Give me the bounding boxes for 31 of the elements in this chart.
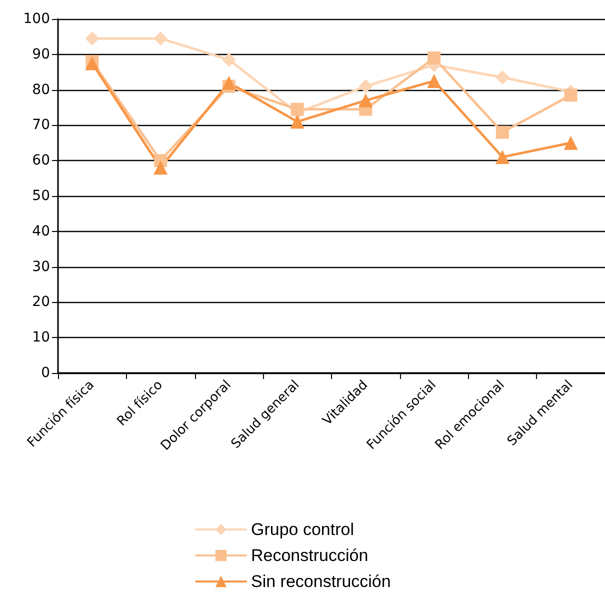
y-tick-label: 40 (32, 223, 50, 240)
y-tick-label: 100 (23, 11, 50, 27)
y-tick-label: 90 (32, 46, 50, 62)
point (427, 74, 442, 88)
point (495, 150, 510, 164)
legend-label: Grupo control (251, 520, 354, 539)
y-tick-label: 80 (32, 82, 50, 98)
point (154, 31, 168, 46)
legend-label: Sin reconstrucción (251, 572, 391, 591)
y-tick-label: 70 (32, 117, 50, 134)
point (428, 51, 441, 64)
point (222, 52, 236, 67)
point (85, 56, 100, 70)
point (290, 102, 304, 116)
y-tick-label: 20 (32, 294, 50, 310)
point (564, 136, 578, 150)
point (496, 126, 509, 139)
point (358, 79, 373, 94)
point (358, 93, 373, 108)
y-tick-label: 60 (32, 152, 50, 169)
point (154, 160, 168, 175)
y-tick-label: 10 (32, 330, 50, 346)
point (290, 114, 304, 129)
point (222, 76, 236, 90)
y-tick-label: 0 (41, 365, 50, 381)
point (564, 88, 578, 102)
y-tick-label: 50 (32, 188, 50, 204)
point (495, 70, 510, 84)
point (85, 31, 100, 46)
legend-label: Reconstrucción (251, 546, 368, 565)
y-tick-label: 30 (32, 258, 50, 275)
